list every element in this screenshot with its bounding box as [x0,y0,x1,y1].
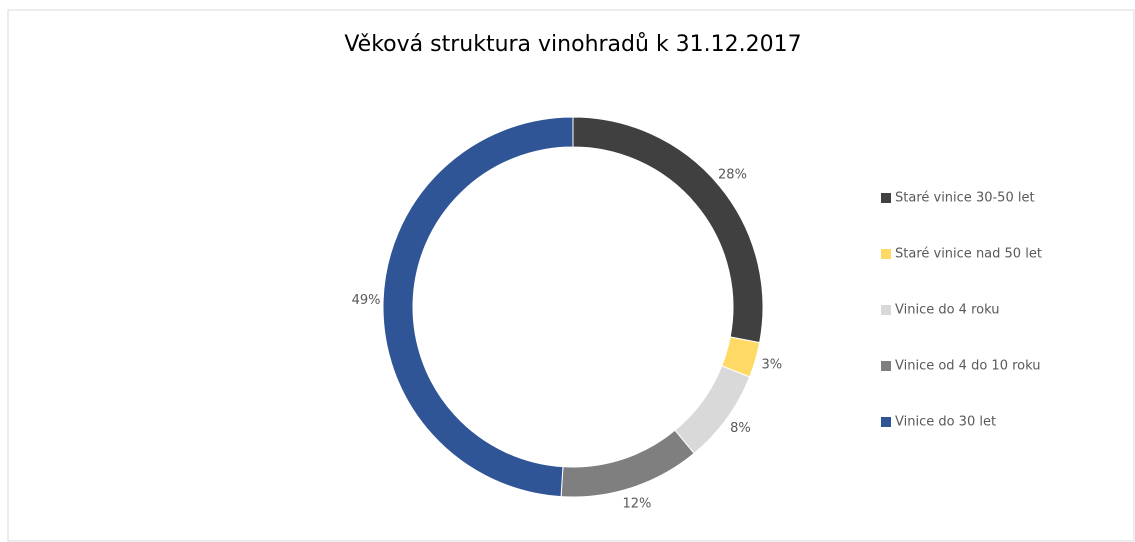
legend-swatch [881,193,891,203]
legend-label: Staré vinice nad 50 let [895,247,1042,262]
data-label: 28% [718,168,747,183]
legend-label: Staré vinice 30-50 let [895,191,1035,206]
data-label: 3% [761,357,782,372]
legend-swatch [881,305,891,315]
legend-swatch [881,361,891,371]
legend-swatch [881,417,891,427]
legend-label: Vinice do 30 let [895,415,996,430]
chart-frame [7,9,1135,542]
legend-swatch [881,249,891,259]
chart-title: Věková struktura vinohradů k 31.12.2017 [344,32,801,57]
data-label: 12% [623,496,652,511]
donut-segment [382,116,574,498]
legend-label: Vinice do 4 roku [895,303,999,318]
data-label: 8% [730,421,751,436]
data-label: 49% [352,293,381,308]
legend-label: Vinice od 4 do 10 roku [895,359,1040,374]
